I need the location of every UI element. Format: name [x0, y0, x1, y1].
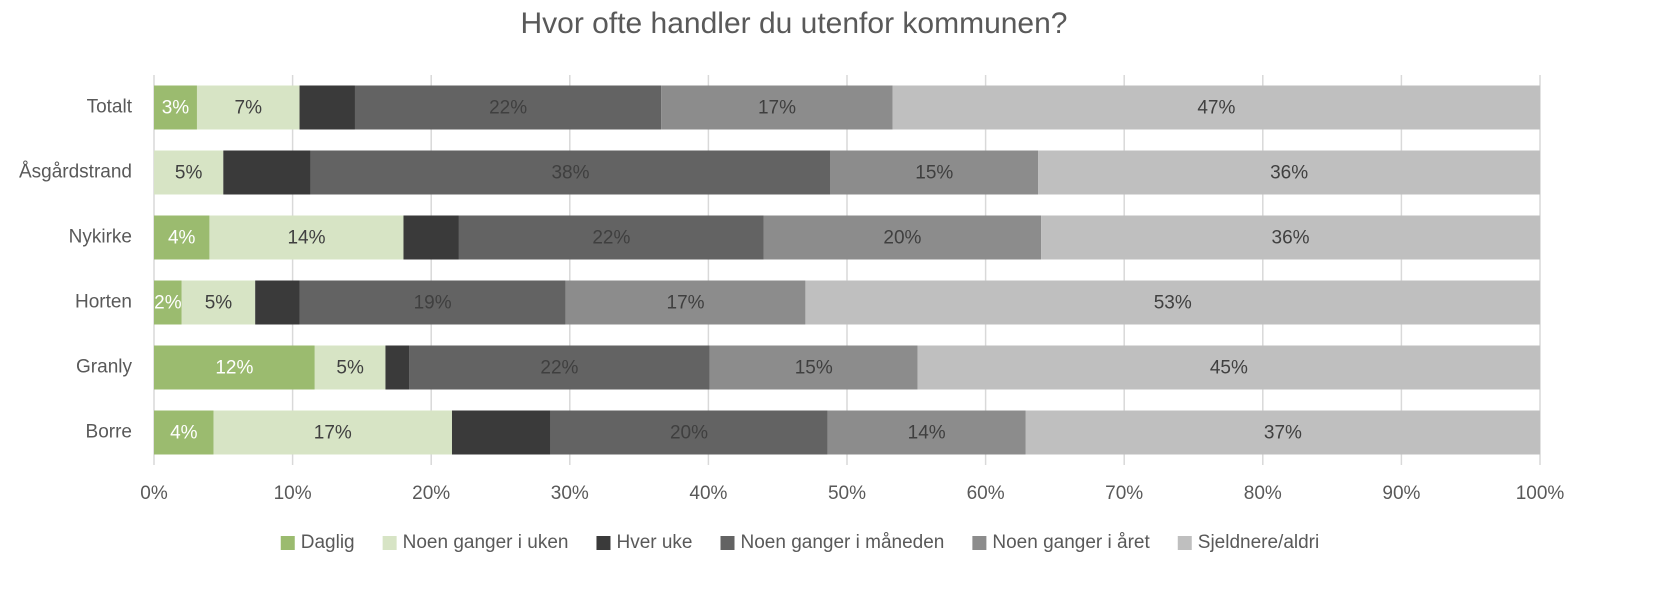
x-tick-label: 90% [1382, 483, 1420, 504]
chart-title: Hvor ofte handler du utenfor kommunen? [521, 7, 1068, 40]
bar-segment [314, 345, 386, 390]
bar-segment [451, 410, 551, 455]
legend-swatch [720, 536, 735, 550]
bar-segment [709, 345, 918, 390]
legend-swatch [596, 536, 611, 550]
legend-swatch [1177, 536, 1192, 550]
data-label: 22% [592, 228, 630, 249]
y-tick-label: Horten [75, 292, 132, 313]
x-tick-label: 100% [1516, 483, 1565, 504]
bar-segment [255, 280, 300, 325]
legend-label: Daglig [301, 532, 355, 553]
data-label: 37% [1264, 423, 1302, 444]
bar-segment [827, 410, 1026, 455]
data-label: 14% [908, 423, 946, 444]
bar-segment [154, 215, 210, 260]
y-tick-label: Åsgårdstrand [19, 162, 132, 183]
bar-segment [213, 410, 452, 455]
data-label: 22% [540, 358, 578, 379]
legend-label: Noen ganger i året [992, 532, 1150, 553]
bar-segment [181, 280, 256, 325]
bar-segment [385, 345, 410, 390]
bar-segment [310, 150, 831, 195]
bar-segment [1041, 215, 1540, 260]
bar-segment [550, 410, 828, 455]
data-label: 5% [205, 293, 233, 314]
y-tick-label: Totalt [87, 97, 133, 118]
bar-segment [154, 85, 197, 130]
x-tick-label: 20% [412, 483, 450, 504]
y-tick-label: Nykirke [69, 227, 132, 248]
bar-segment [354, 85, 662, 130]
bar-segment [458, 215, 764, 260]
data-label: 53% [1154, 293, 1192, 314]
data-label: 47% [1197, 98, 1235, 119]
legend-label: Hver uke [616, 532, 692, 553]
bar-segment [403, 215, 459, 260]
legend-label: Sjeldnere/aldri [1198, 532, 1319, 553]
data-label: 4% [168, 228, 196, 249]
data-label: 20% [883, 228, 921, 249]
bar-segment [154, 280, 182, 325]
data-label: 4% [170, 423, 198, 444]
data-label: 20% [670, 423, 708, 444]
data-label: 12% [215, 358, 253, 379]
bar-segment [209, 215, 404, 260]
bar-segment [223, 150, 311, 195]
data-label: 5% [175, 163, 203, 184]
bar-segment [1025, 410, 1540, 455]
data-label: 45% [1210, 358, 1248, 379]
data-label: 17% [758, 98, 796, 119]
data-label: 5% [336, 358, 364, 379]
data-label: 36% [1272, 228, 1310, 249]
bar-segment [805, 280, 1540, 325]
data-label: 17% [667, 293, 705, 314]
legend-label: Noen ganger i uken [403, 532, 569, 553]
data-label: 19% [414, 293, 452, 314]
data-label: 2% [154, 293, 182, 314]
x-tick-label: 60% [967, 483, 1005, 504]
x-tick-label: 0% [140, 483, 168, 504]
bar-segment [565, 280, 806, 325]
legend-label: Noen ganger i måneden [741, 532, 945, 553]
y-tick-label: Granly [76, 357, 132, 378]
bar-segment [196, 85, 300, 130]
bar-segment [154, 150, 224, 195]
data-label: 3% [162, 98, 190, 119]
bar-segment [299, 85, 355, 130]
bar-segment [892, 85, 1540, 130]
bar-segment [763, 215, 1042, 260]
legend-swatch [280, 536, 295, 550]
data-label: 17% [314, 423, 352, 444]
bar-segment [154, 345, 315, 390]
legend-swatch [972, 536, 987, 550]
legend-swatch [382, 536, 397, 550]
data-label: 15% [795, 358, 833, 379]
bar-segment [661, 85, 893, 130]
data-label: 38% [551, 163, 589, 184]
x-tick-label: 80% [1244, 483, 1282, 504]
data-label: 36% [1270, 163, 1308, 184]
x-tick-label: 40% [689, 483, 727, 504]
bar-segment [154, 410, 214, 455]
data-label: 15% [915, 163, 953, 184]
bar-segment [917, 345, 1540, 390]
x-tick-label: 10% [274, 483, 312, 504]
data-label: 22% [489, 98, 527, 119]
y-tick-label: Borre [86, 422, 132, 443]
x-tick-label: 70% [1105, 483, 1143, 504]
data-label: 14% [287, 228, 325, 249]
bar-segment [830, 150, 1039, 195]
x-tick-label: 50% [828, 483, 866, 504]
x-tick-label: 30% [551, 483, 589, 504]
data-label: 7% [235, 98, 263, 119]
bar-segment [409, 345, 710, 390]
bar-segment [299, 280, 566, 325]
bar-segment [1038, 150, 1540, 195]
